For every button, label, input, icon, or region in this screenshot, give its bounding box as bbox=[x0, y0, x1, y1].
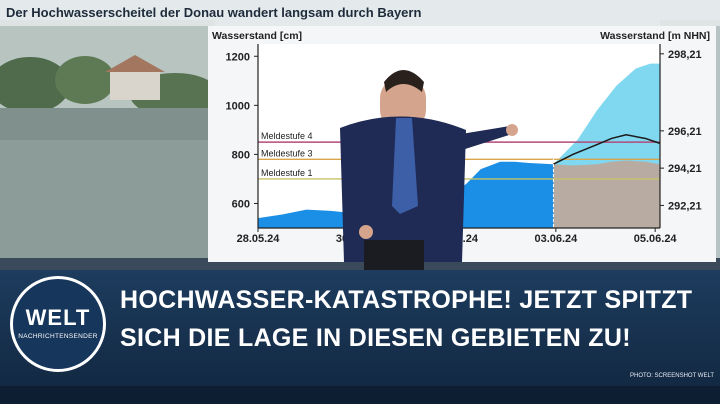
y-right-tick-label-0: 292,21 bbox=[668, 200, 702, 212]
y-right-tick-label-2: 296,21 bbox=[668, 126, 702, 138]
x-tick-label-4: 05.06.24 bbox=[634, 233, 678, 245]
forecast-lower-area bbox=[553, 160, 660, 228]
y-axis-left-label: Wasserstand [cm] bbox=[212, 30, 302, 42]
y-left-tick-label-2: 1000 bbox=[226, 100, 250, 112]
forecast-median-line bbox=[553, 134, 661, 165]
threshold-label-3: Meldestufe 1 bbox=[261, 168, 313, 178]
x-tick-label-3: 03.06.24 bbox=[534, 233, 578, 245]
page-title: Der Hochwasserscheitel der Donau wandert… bbox=[6, 5, 422, 20]
presenter bbox=[340, 70, 518, 272]
bottom-strip bbox=[0, 386, 720, 404]
lower-third-band bbox=[0, 270, 720, 404]
y-axis-right-label: Wasserstand [m NHN] bbox=[600, 30, 710, 42]
y-left-tick-label-3: 1200 bbox=[226, 51, 250, 63]
y-right-tick-label-3: 298,21 bbox=[668, 49, 702, 61]
y-right-tick-label-1: 294,21 bbox=[668, 163, 702, 175]
y-left-tick-label-1: 800 bbox=[232, 149, 250, 161]
logo-wordmark: WELT bbox=[25, 305, 91, 330]
y-left-tick-label-0: 600 bbox=[232, 198, 250, 210]
headline-line-1: HOCHWASSER-KATASTROPHE! JETZT SPITZT bbox=[120, 286, 693, 314]
title-bar bbox=[0, 0, 720, 26]
headline-line-2: SICH DIE LAGE IN DIESEN GEBIETEN ZU! bbox=[120, 324, 631, 352]
x-tick-label-0: 28.05.24 bbox=[237, 233, 281, 245]
logo-subtitle: NACHRICHTENSENDER bbox=[18, 333, 98, 340]
threshold-label-2: Meldestufe 3 bbox=[261, 148, 313, 158]
welt-logo: WELT NACHRICHTENSENDER bbox=[10, 276, 106, 372]
threshold-label-1: Meldestufe 4 bbox=[261, 131, 313, 141]
photo-credit: PHOTO: SCREENSHOT WELT bbox=[630, 373, 715, 379]
